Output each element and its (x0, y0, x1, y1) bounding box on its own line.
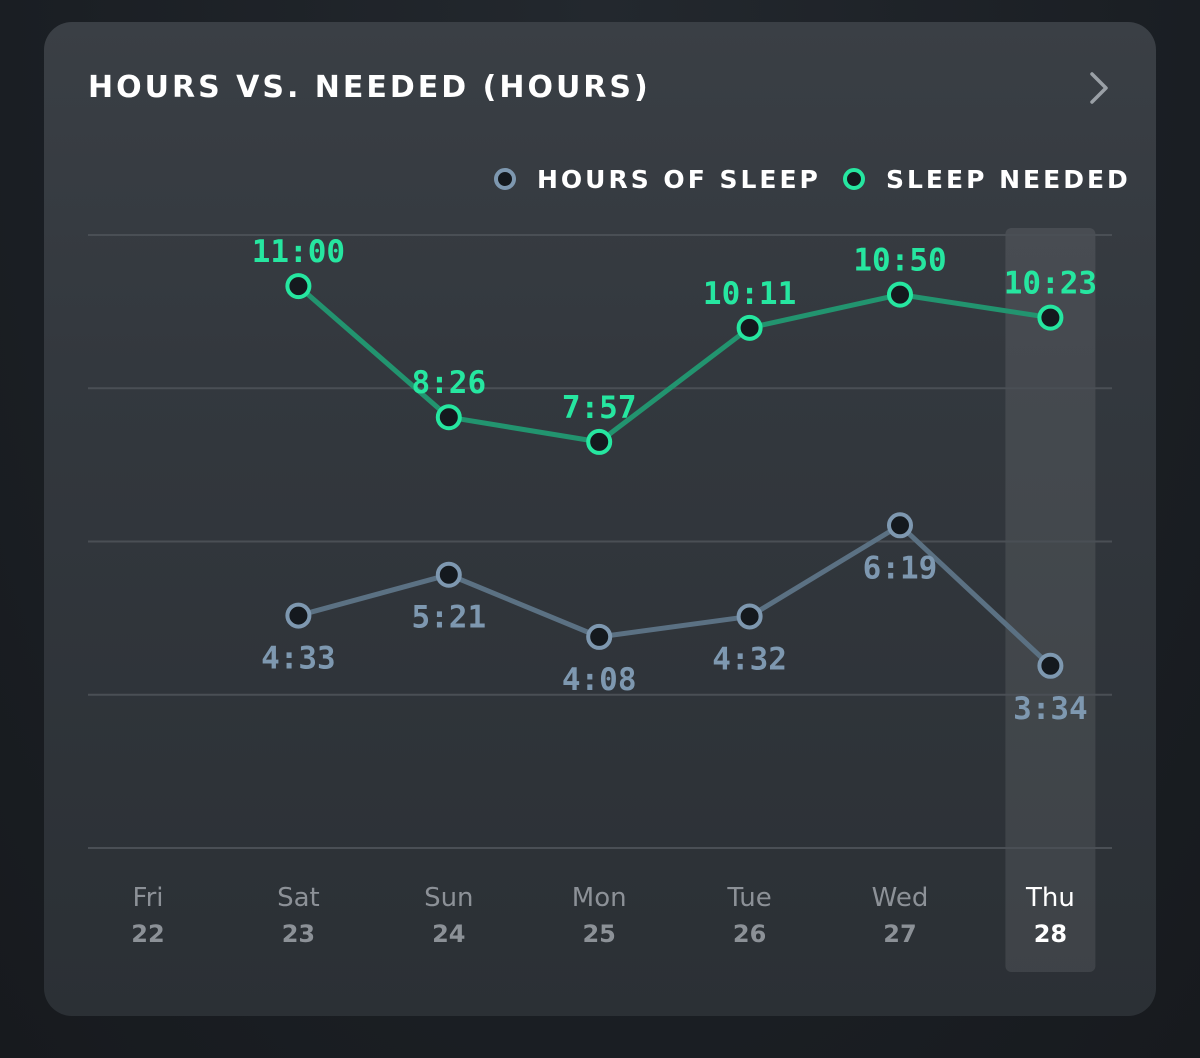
data-point-sleep[interactable] (887, 512, 913, 539)
data-label-sleep: 3:34 (1013, 691, 1088, 727)
x-tick-day[interactable]: Sat (277, 883, 320, 913)
data-point-sleep[interactable] (1037, 652, 1064, 679)
data-point-sleep[interactable] (285, 602, 312, 629)
x-tick-day[interactable]: Thu (1025, 883, 1075, 913)
data-point-needed[interactable] (887, 281, 913, 308)
legend-label-needed: SLEEP NEEDED (886, 165, 1131, 194)
data-label-needed: 10:50 (853, 243, 946, 279)
x-tick-date[interactable]: 26 (733, 920, 766, 948)
data-point-sleep[interactable] (435, 561, 462, 588)
legend-marker-sleep (494, 168, 516, 190)
x-tick-date[interactable]: 28 (1034, 920, 1067, 948)
data-label-sleep: 4:08 (562, 662, 637, 698)
data-point-sleep[interactable] (736, 603, 763, 630)
card-title: HOURS VS. NEEDED (HOURS) (88, 70, 651, 105)
sleep-chart-card: HOURS VS. NEEDED (HOURS) HOURS OF SLEEP S… (44, 22, 1156, 1016)
x-tick-day[interactable]: Fri (133, 883, 164, 913)
data-label-sleep: 6:19 (863, 550, 938, 586)
series-line-sleep (295, 522, 1053, 669)
series-line-needed (295, 283, 1053, 445)
legend-label-sleep: HOURS OF SLEEP (537, 165, 821, 194)
data-point-needed[interactable] (736, 314, 763, 341)
data-point-needed[interactable] (285, 273, 312, 300)
x-tick-date[interactable]: 24 (432, 920, 465, 948)
data-label-needed: 7:57 (562, 390, 637, 426)
data-point-needed[interactable] (1037, 304, 1064, 331)
data-label-needed: 10:23 (1004, 266, 1097, 302)
data-point-needed[interactable] (586, 428, 613, 455)
data-point-needed[interactable] (435, 404, 462, 431)
x-tick-date[interactable]: 27 (883, 920, 916, 948)
data-label-needed: 10:11 (703, 276, 796, 312)
legend-marker-needed (843, 168, 865, 190)
data-label-sleep: 4:33 (261, 641, 336, 677)
data-label-sleep: 4:32 (712, 641, 787, 677)
x-tick-day[interactable]: Tue (726, 883, 771, 913)
data-label-needed: 11:00 (252, 234, 345, 270)
x-tick-day[interactable]: Sun (424, 883, 473, 913)
x-tick-day[interactable]: Mon (572, 883, 627, 913)
data-point-sleep[interactable] (586, 623, 613, 650)
x-tick-date[interactable]: 22 (131, 920, 164, 948)
x-tick-date[interactable]: 23 (282, 920, 315, 948)
x-tick-day[interactable]: Wed (872, 883, 929, 913)
data-label-needed: 8:26 (411, 365, 486, 401)
data-label-sleep: 5:21 (411, 600, 486, 636)
chevron-right-icon[interactable] (1078, 68, 1118, 108)
selected-day-highlight[interactable] (1005, 228, 1096, 972)
sleep-line-chart: HOURS OF SLEEP SLEEP NEEDED 4:33 5:21 4:08 4:… (88, 165, 1131, 972)
x-tick-date[interactable]: 25 (582, 920, 615, 948)
